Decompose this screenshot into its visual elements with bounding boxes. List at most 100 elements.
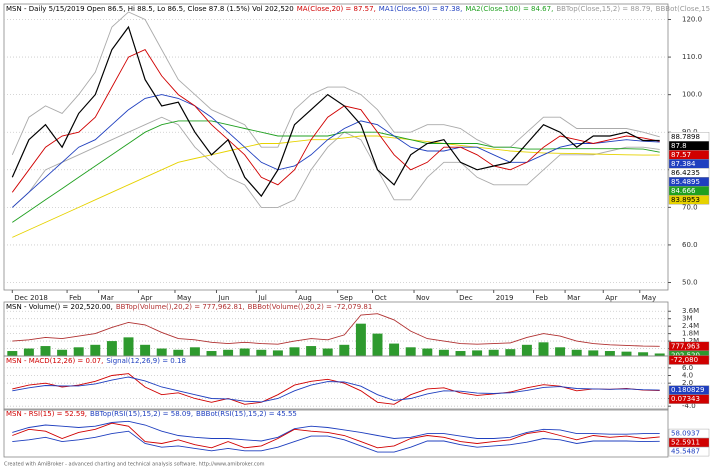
y-tick-label: 6.0 — [682, 364, 693, 372]
value-box-label: 777,963 — [671, 342, 700, 350]
volume-bar — [173, 349, 184, 356]
panel-header: MSN - Volume() = 202,520.00, BBTop(Volume… — [6, 303, 372, 311]
series-line — [11, 116, 660, 208]
y-tick-label: 3.6M — [682, 307, 699, 315]
volume-bar — [588, 350, 599, 356]
panel-frame — [3, 408, 669, 458]
volume-bar — [355, 323, 366, 356]
panel-header: MSN - MACD(12,26) = 0.07, Signal(12,26,9)… — [6, 357, 186, 365]
value-box-label: 86.4235 — [671, 169, 700, 177]
header-segment: MSN - Volume() = 202,520.00, — [6, 303, 113, 311]
value-box-label: 45.5487 — [671, 448, 700, 456]
value-box-label: 58.0937 — [671, 430, 700, 438]
x-tick-label: Jun — [217, 294, 229, 302]
y-tick-label: 2.4M — [682, 322, 699, 330]
x-tick-label: Oct — [375, 294, 387, 302]
volume-bar — [156, 348, 167, 356]
x-tick-label: Feb — [536, 294, 549, 302]
volume-bar — [7, 351, 18, 356]
volume-bar — [272, 350, 283, 356]
volume-bar — [488, 349, 499, 356]
y-tick-label: 3M — [682, 315, 693, 323]
panel-header: MSN - Daily 5/15/2019 Open 86.5, Hi 88.5… — [6, 5, 710, 13]
x-tick-label: Mar — [101, 294, 114, 302]
volume-bar — [555, 347, 566, 356]
series-line — [11, 49, 660, 193]
y-tick-label: 110.0 — [682, 53, 702, 61]
y-tick-label: 100.0 — [682, 91, 702, 99]
volume-bar — [521, 344, 532, 356]
value-box-label: 0.180829 — [671, 386, 704, 394]
y-tick-label: 4.0 — [682, 372, 693, 380]
volume-bar — [90, 344, 101, 356]
volume-bar — [256, 349, 267, 356]
volume-bar — [322, 348, 333, 356]
series-line — [11, 11, 660, 155]
series-line — [12, 376, 660, 403]
volume-bar — [389, 343, 400, 356]
volume-bar — [57, 349, 68, 356]
volume-bar — [40, 346, 51, 356]
volume-bar — [339, 344, 350, 356]
value-box-label: 87.384 — [671, 160, 696, 168]
header-segment: BBTop(RSI(15),15,2) = 58.09, — [90, 410, 193, 418]
header-segment: BBBot(RSI(15),15,2) = 45.55 — [196, 410, 297, 418]
volume-bar — [289, 347, 300, 356]
value-box — [668, 195, 710, 205]
x-tick-label: Feb — [69, 294, 82, 302]
header-segment: MA2(Close,100) = 84.67, — [465, 5, 553, 13]
y-tick-label: 1.8M — [682, 330, 699, 338]
series-line — [12, 422, 660, 449]
y-tick-label: 50.0 — [682, 278, 698, 286]
x-tick-label: Mar — [567, 294, 580, 302]
volume-bar — [140, 344, 151, 356]
volume-bar — [571, 349, 582, 356]
value-box-label: 87.8 — [671, 142, 687, 150]
value-box-label: 0.07343 — [671, 395, 700, 403]
volume-bar — [638, 352, 649, 356]
volume-bar — [73, 347, 84, 356]
x-tick-label: Apr — [140, 294, 152, 302]
header-segment: BBBot(Close,15,2) = 85.42, — [656, 5, 710, 13]
value-box — [668, 394, 710, 404]
header-segment: Signal(12,26,9) = 0.18 — [106, 357, 186, 365]
y-tick-label: 120.0 — [682, 16, 702, 24]
y-tick-label: -4.0 — [682, 402, 696, 410]
volume-bar — [422, 348, 433, 356]
volume-bar — [206, 351, 217, 356]
header-segment: MA(Close,20) = 87.57, — [297, 5, 376, 13]
series-line — [12, 420, 660, 442]
volume-bar — [621, 351, 632, 356]
x-tick-label: May — [642, 294, 656, 302]
y-tick-label: 2.0 — [682, 379, 693, 387]
value-box-label: 52.5911 — [671, 439, 700, 447]
volume-bar — [538, 342, 549, 356]
volume-bar — [306, 346, 317, 356]
value-box-label: 88.7898 — [671, 133, 700, 141]
series-line — [12, 135, 660, 238]
series-line — [11, 94, 660, 208]
volume-bar — [372, 333, 383, 356]
x-tick-label: 2019 — [496, 294, 514, 302]
volume-bar — [123, 337, 134, 356]
volume-bar — [505, 349, 516, 356]
header-segment: MSN - Daily 5/15/2019 Open 86.5, Hi 88.5… — [6, 5, 294, 13]
volume-bar — [23, 348, 34, 356]
panel-frame — [3, 3, 669, 291]
x-tick-label: Apr — [605, 294, 617, 302]
header-segment: BBBot(Volume(),20,2) = -72,079.81 — [248, 303, 373, 311]
x-tick-label: Dec — [459, 294, 473, 302]
y-tick-label: 1.2M — [682, 337, 699, 345]
volume-bar — [106, 341, 117, 356]
header-segment: BBTop(Volume(),20,2) = 777,962.81, — [116, 303, 245, 311]
series-line — [11, 25, 660, 198]
value-box-label: 84.666 — [671, 187, 696, 195]
header-segment: MSN - MACD(12,26) = 0.07, — [6, 357, 103, 365]
x-tick-label: Dec 2018 — [14, 294, 48, 302]
value-box-label: 85.4895 — [671, 178, 700, 186]
series-line — [12, 430, 660, 453]
footer: Created with AmiBroker - advanced charti… — [4, 462, 265, 468]
header-segment: MSN - RSI(15) = 52.59, — [6, 410, 87, 418]
